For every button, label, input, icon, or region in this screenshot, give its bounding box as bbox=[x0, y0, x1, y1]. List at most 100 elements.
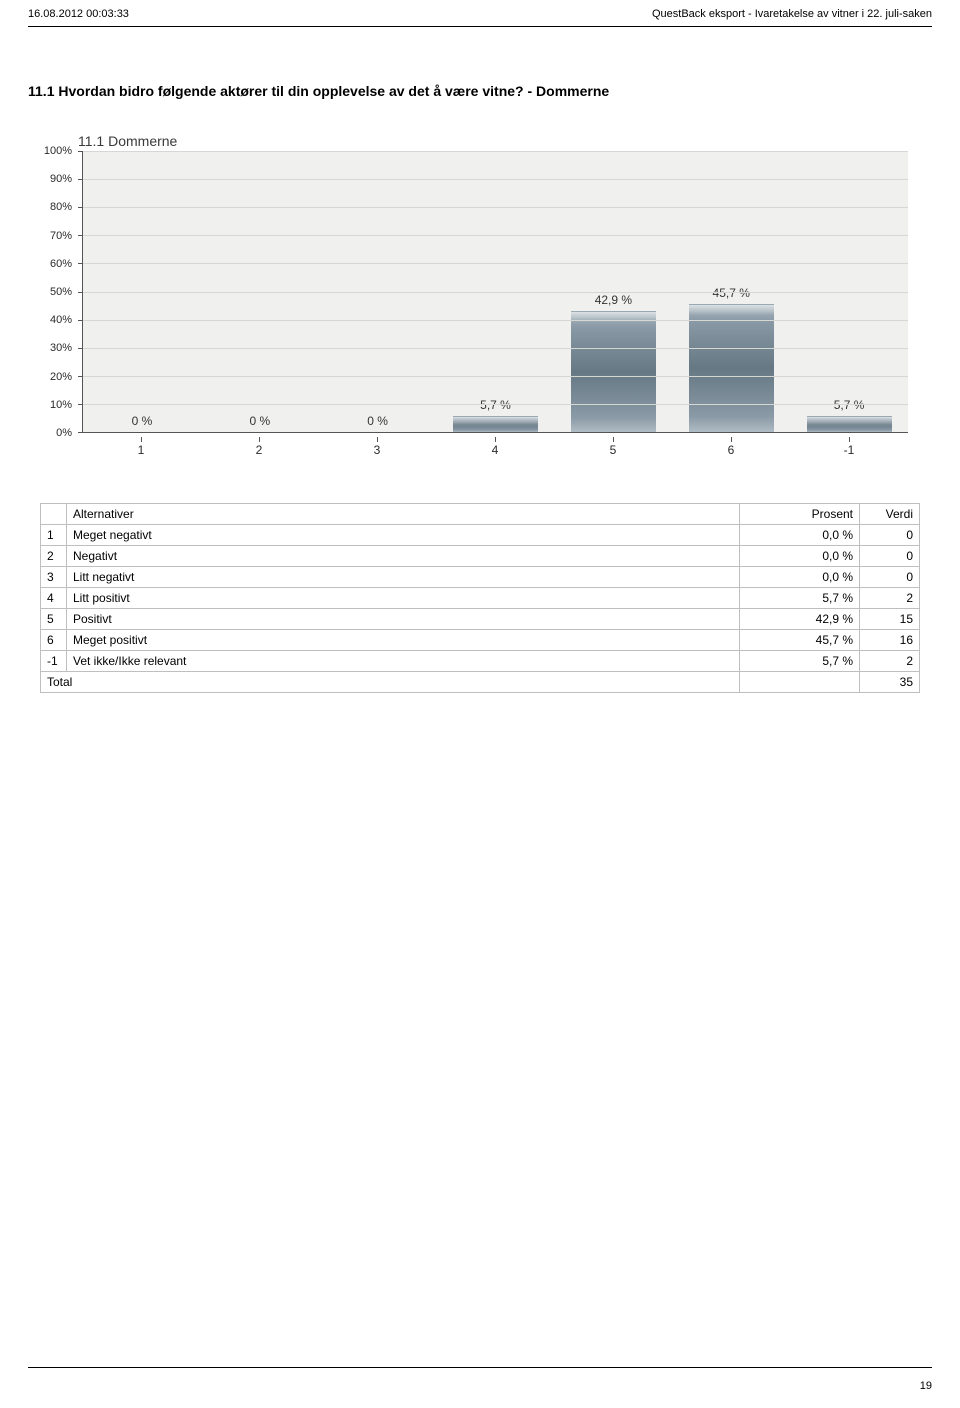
x-tick: 4 bbox=[436, 437, 554, 461]
table-header-row: Alternativer Prosent Verdi bbox=[41, 504, 920, 525]
y-tick bbox=[78, 376, 83, 377]
y-tick-label: 0% bbox=[56, 427, 72, 439]
y-tick-label: 30% bbox=[50, 342, 72, 354]
table-total-blank bbox=[740, 672, 860, 693]
chart-bar bbox=[807, 416, 892, 432]
table-cell-verdi: 16 bbox=[860, 630, 920, 651]
table-cell-prosent: 5,7 % bbox=[740, 651, 860, 672]
chart-gridline bbox=[83, 404, 908, 405]
y-tick bbox=[78, 320, 83, 321]
table-cell-prosent: 0,0 % bbox=[740, 567, 860, 588]
bar-chart: 0%10%20%30%40%50%60%70%80%90%100% 0 %0 %… bbox=[34, 151, 914, 461]
table-cell-id: 5 bbox=[41, 609, 67, 630]
chart-plot-area: 0 %0 %0 %5,7 %42,9 %45,7 %5,7 % bbox=[82, 151, 908, 433]
table-cell-verdi: 2 bbox=[860, 651, 920, 672]
page-header: 16.08.2012 00:03:33 QuestBack eksport - … bbox=[0, 0, 960, 24]
table-cell-alt: Litt positivt bbox=[67, 588, 740, 609]
chart-gridline bbox=[83, 207, 908, 208]
table-cell-id: 2 bbox=[41, 546, 67, 567]
chart-bar-label: 45,7 % bbox=[672, 286, 790, 304]
y-tick-label: 20% bbox=[50, 371, 72, 383]
x-tick: 1 bbox=[82, 437, 200, 461]
table-header-verdi: Verdi bbox=[860, 504, 920, 525]
table-total-value: 35 bbox=[860, 672, 920, 693]
x-tick-label: 3 bbox=[318, 443, 436, 457]
table-total-label: Total bbox=[41, 672, 740, 693]
chart-gridline bbox=[83, 348, 908, 349]
table-header-prosent: Prosent bbox=[740, 504, 860, 525]
x-tick: 6 bbox=[672, 437, 790, 461]
page-number: 19 bbox=[920, 1380, 932, 1392]
chart-container: 11.1 Dommerne 0%10%20%30%40%50%60%70%80%… bbox=[34, 133, 914, 461]
table-cell-id: 1 bbox=[41, 525, 67, 546]
table-row: 1Meget negativt0,0 %0 bbox=[41, 525, 920, 546]
table-cell-id: -1 bbox=[41, 651, 67, 672]
table-cell-alt: Meget negativt bbox=[67, 525, 740, 546]
table-cell-prosent: 42,9 % bbox=[740, 609, 860, 630]
table-cell-id: 3 bbox=[41, 567, 67, 588]
chart-gridline bbox=[83, 179, 908, 180]
chart-gridline bbox=[83, 263, 908, 264]
x-tick-label: 6 bbox=[672, 443, 790, 457]
chart-bar-label: 0 % bbox=[319, 414, 437, 432]
table-cell-id: 6 bbox=[41, 630, 67, 651]
x-tick-label: -1 bbox=[790, 443, 908, 457]
header-rule bbox=[28, 26, 932, 27]
y-tick bbox=[78, 207, 83, 208]
table-row: 5Positivt42,9 %15 bbox=[41, 609, 920, 630]
x-tick-label: 5 bbox=[554, 443, 672, 457]
chart-gridline bbox=[83, 376, 908, 377]
table-cell-prosent: 45,7 % bbox=[740, 630, 860, 651]
y-tick-label: 80% bbox=[50, 201, 72, 213]
chart-bar bbox=[689, 304, 774, 432]
table-cell-verdi: 0 bbox=[860, 567, 920, 588]
x-tick-label: 1 bbox=[82, 443, 200, 457]
y-tick-label: 40% bbox=[50, 314, 72, 326]
y-tick bbox=[78, 292, 83, 293]
table-row: -1Vet ikke/Ikke relevant5,7 %2 bbox=[41, 651, 920, 672]
x-axis-labels: 123456-1 bbox=[82, 437, 908, 461]
y-axis-labels: 0%10%20%30%40%50%60%70%80%90%100% bbox=[34, 151, 78, 433]
y-tick bbox=[78, 263, 83, 264]
chart-bar-label: 0 % bbox=[201, 414, 319, 432]
chart-gridline bbox=[83, 235, 908, 236]
table-cell-verdi: 2 bbox=[860, 588, 920, 609]
y-tick-label: 10% bbox=[50, 399, 72, 411]
table-header-alt: Alternativer bbox=[67, 504, 740, 525]
y-tick bbox=[78, 151, 83, 152]
question-title: 11.1 Hvordan bidro følgende aktører til … bbox=[28, 83, 932, 99]
x-tick: 2 bbox=[200, 437, 318, 461]
table-row: 6Meget positivt45,7 %16 bbox=[41, 630, 920, 651]
table-body: 1Meget negativt0,0 %02Negativt0,0 %03Lit… bbox=[41, 525, 920, 672]
table-cell-prosent: 5,7 % bbox=[740, 588, 860, 609]
chart-bar-label: 5,7 % bbox=[790, 398, 908, 416]
header-timestamp: 16.08.2012 00:03:33 bbox=[28, 8, 129, 20]
chart-gridline bbox=[83, 320, 908, 321]
x-tick: -1 bbox=[790, 437, 908, 461]
table-cell-prosent: 0,0 % bbox=[740, 525, 860, 546]
table-cell-verdi: 15 bbox=[860, 609, 920, 630]
x-tick-label: 4 bbox=[436, 443, 554, 457]
footer-rule bbox=[28, 1367, 932, 1368]
y-tick bbox=[78, 348, 83, 349]
chart-gridline bbox=[83, 292, 908, 293]
y-tick bbox=[78, 235, 83, 236]
header-title: QuestBack eksport - Ivaretakelse av vitn… bbox=[652, 8, 932, 20]
chart-bar-label: 0 % bbox=[83, 414, 201, 432]
table-cell-alt: Positivt bbox=[67, 609, 740, 630]
table-row: 2Negativt0,0 %0 bbox=[41, 546, 920, 567]
table-cell-alt: Litt negativt bbox=[67, 567, 740, 588]
table-cell-alt: Negativt bbox=[67, 546, 740, 567]
table-cell-alt: Meget positivt bbox=[67, 630, 740, 651]
table-cell-alt: Vet ikke/Ikke relevant bbox=[67, 651, 740, 672]
y-tick bbox=[78, 404, 83, 405]
y-tick-label: 100% bbox=[44, 145, 72, 157]
table-cell-prosent: 0,0 % bbox=[740, 546, 860, 567]
y-tick-label: 50% bbox=[50, 286, 72, 298]
y-tick bbox=[78, 179, 83, 180]
table-cell-verdi: 0 bbox=[860, 525, 920, 546]
chart-bar bbox=[571, 311, 656, 432]
chart-bar-label: 5,7 % bbox=[437, 398, 555, 416]
y-tick bbox=[78, 432, 83, 433]
x-tick-label: 2 bbox=[200, 443, 318, 457]
